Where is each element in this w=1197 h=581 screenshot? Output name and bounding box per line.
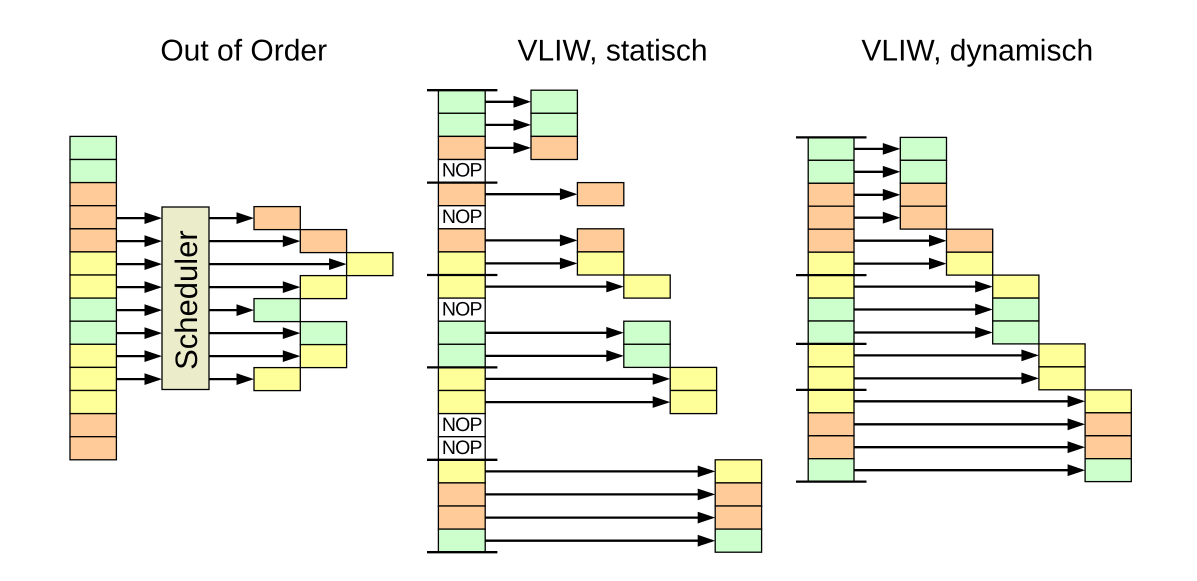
svg-text:NOP: NOP	[442, 206, 482, 228]
svg-text:NOP: NOP	[442, 437, 482, 459]
svg-text:VLIW, dynamisch: VLIW, dynamisch	[861, 35, 1093, 68]
svg-text:VLIW, statisch: VLIW, statisch	[517, 35, 707, 68]
svg-text:NOP: NOP	[442, 160, 482, 182]
svg-text:Scheduler: Scheduler	[169, 230, 204, 370]
svg-text:NOP: NOP	[442, 298, 482, 320]
svg-text:Out of Order: Out of Order	[160, 35, 327, 68]
svg-text:NOP: NOP	[442, 414, 482, 436]
